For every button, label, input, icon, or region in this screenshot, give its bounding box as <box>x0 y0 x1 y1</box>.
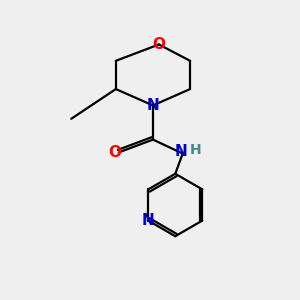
Text: O: O <box>109 145 122 160</box>
Text: O: O <box>152 37 165 52</box>
Text: H: H <box>189 143 201 157</box>
Text: N: N <box>175 144 188 159</box>
Text: N: N <box>142 213 155 228</box>
Text: N: N <box>147 98 159 113</box>
